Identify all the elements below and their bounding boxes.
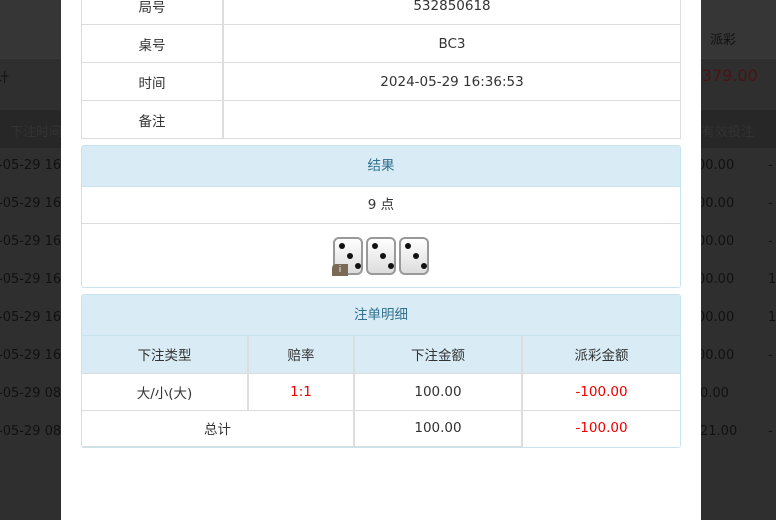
bg-row-valid: 00.00	[697, 158, 735, 173]
info-label: 局号	[81, 0, 224, 25]
info-value	[222, 100, 681, 139]
header-payout: 派彩金额	[522, 336, 680, 374]
bg-row-time: -05-29 08	[0, 424, 62, 439]
bg-row-valid: 00.00	[697, 310, 735, 325]
header-type: 下注类型	[82, 336, 249, 374]
bg-row-payout: -	[768, 348, 773, 363]
bg-row-valid: 00.00	[697, 272, 735, 287]
info-value: BC3	[222, 24, 681, 63]
bet-detail-modal: 局号 532850618 桌号 BC3 时间 2024-05-29 16:36:53 备注 …	[61, 0, 701, 520]
die-3-icon: i	[332, 236, 363, 276]
bg-row-time: -05-29 16	[0, 272, 62, 287]
table-row: 大/小(大) 1:1 100.00 -100.00	[82, 373, 680, 411]
bg-row-time: -05-29 16	[0, 234, 62, 249]
total-payout: -100.00	[575, 420, 628, 437]
bg-row-valid: 00.00	[697, 234, 735, 249]
bg-row-payout: -	[768, 158, 773, 173]
info-row: 局号 532850618	[81, 0, 681, 25]
bg-header-payout: 派彩	[710, 33, 737, 48]
bg-row-payout: 1	[768, 272, 776, 287]
bet-amount: 100.00	[354, 373, 523, 411]
info-icon[interactable]: i	[332, 263, 348, 276]
result-panel: 结果 9 点 i	[81, 145, 681, 288]
info-label: 时间	[81, 62, 224, 101]
bg-row-payout: -	[768, 424, 773, 439]
bet-payout: -100.00	[522, 373, 680, 411]
bg-row-time: -05-29 08	[0, 386, 62, 401]
bg-row-time: -05-29 16	[0, 158, 62, 173]
info-row: 时间 2024-05-29 16:36:53	[81, 62, 681, 101]
detail-table: 下注类型 赔率 下注金额 派彩金额 大/小(大) 1:1 100.00 -100…	[82, 336, 680, 447]
detail-title: 注单明细	[82, 295, 680, 336]
bg-row-valid: 00.00	[697, 196, 735, 211]
die-3-icon	[366, 236, 396, 275]
die-3-icon	[399, 236, 429, 275]
header-odds: 赔率	[248, 336, 355, 374]
bg-row-valid: 21.00	[700, 424, 738, 439]
bg-col-valid: 有效投注	[702, 125, 755, 140]
result-points: 9 点	[82, 187, 680, 224]
result-title: 结果	[82, 146, 680, 187]
total-label: 总计	[82, 410, 355, 447]
info-table: 局号 532850618 桌号 BC3 时间 2024-05-29 16:36:53 备注	[81, 0, 681, 139]
bg-row-payout: -	[768, 234, 773, 249]
bg-total-label: 计	[0, 71, 10, 86]
bg-row-time: -05-29 16	[0, 196, 62, 211]
bg-row-time: -05-29 16	[0, 348, 62, 363]
info-value: 2024-05-29 16:36:53	[222, 62, 681, 101]
info-label: 桌号	[81, 24, 224, 63]
bet-odds: 1:1	[248, 373, 355, 411]
bg-col-time: 下注时间	[10, 125, 63, 140]
header-amount: 下注金额	[354, 336, 523, 374]
bg-total-value: -379.00	[696, 66, 758, 85]
info-row: 桌号 BC3	[81, 24, 681, 63]
total-row: 总计 100.00 -100.00	[82, 410, 680, 447]
info-row: 备注	[81, 100, 681, 139]
info-value: 532850618	[222, 0, 681, 25]
total-amount: 100.00	[354, 410, 523, 447]
bg-row-time: -05-29 16	[0, 310, 62, 325]
dice-row: i	[82, 224, 680, 287]
bg-row-valid: 00.00	[697, 348, 735, 363]
detail-panel: 注单明细 下注类型 赔率 下注金额 派彩金额 大/小(大) 1:1 100.00…	[81, 294, 681, 448]
bg-row-payout: -	[768, 196, 773, 211]
bg-row-payout: 1	[768, 310, 776, 325]
bet-type: 大/小(大)	[82, 373, 249, 411]
info-label: 备注	[81, 100, 224, 139]
bg-row-valid: 0.00	[700, 386, 729, 401]
